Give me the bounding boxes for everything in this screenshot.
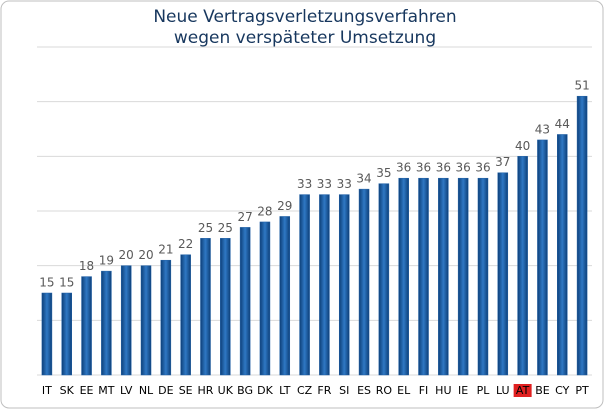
value-label: 36 <box>416 161 431 175</box>
value-label: 20 <box>138 248 153 262</box>
x-tick-label: CZ <box>297 384 313 397</box>
value-label: 22 <box>178 237 193 251</box>
bar <box>576 95 588 376</box>
value-label: 28 <box>257 204 272 218</box>
bar <box>557 134 568 376</box>
x-tick-label: HR <box>198 384 214 397</box>
x-tick-label: BE <box>535 384 550 397</box>
value-label: 15 <box>39 276 54 290</box>
x-tick-label: PT <box>575 384 589 397</box>
bar <box>239 227 251 376</box>
bar <box>477 177 489 376</box>
bar <box>418 177 429 376</box>
bar <box>537 139 548 376</box>
value-label: 29 <box>277 199 292 213</box>
value-label: 36 <box>456 161 471 175</box>
bar <box>279 216 291 376</box>
chart-title: wegen verspäteter Umsetzung <box>174 28 436 48</box>
bar <box>299 194 310 376</box>
x-tick-label: FI <box>419 384 429 397</box>
value-label: 18 <box>79 259 94 273</box>
bar <box>259 221 271 376</box>
value-label: 34 <box>356 172 371 186</box>
value-label: 25 <box>218 221 233 235</box>
value-label: 25 <box>198 221 213 235</box>
value-label: 33 <box>297 177 312 191</box>
x-tick-label: HU <box>435 384 451 397</box>
x-tick-label: NL <box>139 384 154 397</box>
x-tick-label: LU <box>496 384 510 397</box>
x-tick-label: BG <box>237 384 253 397</box>
x-tick-label: FR <box>317 384 331 397</box>
value-label: 51 <box>574 79 589 93</box>
value-label: 33 <box>337 177 352 191</box>
x-tick-label: IT <box>42 384 52 397</box>
x-tick-label: DE <box>158 384 173 397</box>
highlight <box>513 384 532 397</box>
bar <box>200 238 211 376</box>
value-label: 40 <box>515 139 530 153</box>
bar <box>220 238 231 376</box>
bar <box>160 259 172 376</box>
value-label: 36 <box>436 161 451 175</box>
x-tick-label: LV <box>120 384 133 397</box>
bar <box>338 194 350 376</box>
x-tick-label: MT <box>98 384 114 397</box>
value-label: 37 <box>495 155 510 169</box>
value-label: 35 <box>376 166 391 180</box>
x-tick-label: SI <box>339 384 349 397</box>
x-tick-label: EE <box>80 384 94 397</box>
bar <box>61 292 72 376</box>
bar <box>457 177 469 376</box>
bar <box>120 265 132 376</box>
bar <box>378 183 390 376</box>
bar <box>81 276 92 376</box>
value-label: 33 <box>317 177 332 191</box>
value-label: 15 <box>59 276 74 290</box>
value-label: 36 <box>396 161 411 175</box>
x-tick-label: LT <box>279 384 291 397</box>
value-label: 43 <box>535 122 550 136</box>
x-tick-label: EL <box>397 384 411 397</box>
value-label: 36 <box>475 161 490 175</box>
value-label: 44 <box>555 117 570 131</box>
bar <box>497 172 509 376</box>
value-label: 20 <box>119 248 134 262</box>
bar <box>438 177 449 376</box>
bar <box>358 188 370 376</box>
x-tick-label: RO <box>376 384 393 397</box>
bar <box>41 292 53 376</box>
x-tick-label: AT <box>516 384 530 397</box>
x-tick-label: SK <box>60 384 75 397</box>
bar <box>140 265 152 376</box>
x-tick-label: SE <box>179 384 193 397</box>
x-tick-label: PL <box>477 384 491 397</box>
x-tick-label: CY <box>555 384 569 397</box>
x-tick-label: UK <box>218 384 234 397</box>
x-tick-label: DK <box>257 384 273 397</box>
value-label: 27 <box>237 210 252 224</box>
x-tick-label: IE <box>458 384 468 397</box>
bar <box>517 156 528 376</box>
bar <box>319 194 330 376</box>
chart-title: Neue Vertragsverletzungsverfahren <box>153 7 456 27</box>
bar <box>101 270 112 376</box>
x-tick-label: ES <box>357 384 371 397</box>
value-label: 21 <box>158 243 173 257</box>
bar <box>398 177 409 376</box>
value-label: 19 <box>99 254 114 268</box>
bar <box>180 254 191 376</box>
